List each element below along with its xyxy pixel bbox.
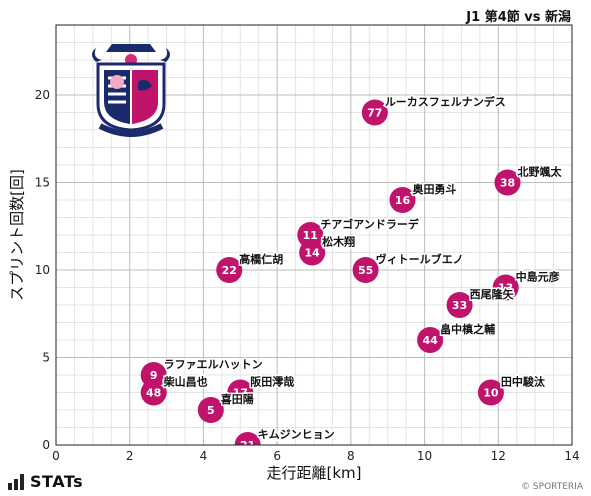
point-number-label: 14: [305, 247, 321, 260]
x-tick-label: 0: [52, 449, 60, 463]
point-number-label: 9: [150, 369, 158, 382]
point-number-label: 17: [233, 387, 248, 400]
point-name-label: キムジンヒョン: [258, 428, 335, 441]
bar-chart-icon: [8, 473, 24, 490]
point-number-label: 22: [222, 264, 237, 277]
y-axis-label: スプリント回数[回]: [8, 169, 26, 301]
point-name-label: 高橋仁胡: [239, 252, 283, 266]
point-marker: [227, 379, 254, 406]
point-number-label: 44: [422, 334, 438, 347]
plot-frame: [55, 24, 573, 446]
point-marker: [299, 239, 326, 266]
y-tick-label: 10: [35, 263, 50, 277]
point-marker: [446, 292, 473, 318]
stats-brand: STATs: [8, 472, 83, 491]
point-marker: [234, 432, 261, 445]
point-marker: [197, 397, 224, 423]
point-number-label: 38: [500, 177, 515, 190]
point-marker: [492, 274, 519, 301]
copyright-credit: © SPORTERIA: [521, 482, 583, 492]
point-name-label: ルーカスフェルナンデス: [385, 95, 506, 109]
point-name-label: 柴山昌也: [163, 375, 208, 389]
point-name-label: 喜田陽: [221, 392, 254, 406]
point-name-label: チアゴアンドラーデ: [320, 217, 420, 231]
x-tick-label: 14: [564, 449, 579, 463]
point-number-label: 13: [498, 282, 513, 295]
point-name-label: 北野颯太: [518, 165, 563, 179]
point-marker: [140, 379, 167, 406]
point-marker: [494, 169, 521, 196]
point-marker: [389, 187, 416, 213]
x-tick-label: 10: [417, 449, 432, 463]
point-number-label: 55: [358, 264, 373, 277]
x-tick-label: 4: [200, 449, 208, 463]
player-point: 5 喜田陽: [197, 391, 255, 423]
point-number-label: 21: [240, 439, 255, 452]
point-name-label: ラファエルハットン: [164, 358, 263, 371]
x-tick-label: 6: [273, 449, 281, 463]
x-tick-label: 8: [347, 449, 355, 463]
point-name-label: 畠中槙之輔: [440, 322, 495, 336]
y-axis-ticks: 0 5 10 15 20: [35, 88, 50, 452]
brand-name: STATs: [30, 472, 84, 491]
x-tick-label: 12: [491, 449, 506, 463]
x-tick-label: 2: [126, 449, 134, 463]
point-marker: [417, 327, 444, 353]
x-axis-label: 走行距離[km]: [266, 464, 361, 482]
point-name-label: ヴィトールブエノ: [376, 252, 464, 266]
x-axis-ticks: 0 2 4 6 8 10 12 14: [52, 449, 579, 463]
point-name-label: 西尾隆矢: [470, 287, 515, 301]
y-tick-label: 15: [35, 176, 50, 190]
point-number-label: 11: [303, 229, 318, 242]
point-marker: [352, 257, 379, 283]
point-marker: [216, 257, 243, 283]
point-name-label: 田中駿汰: [501, 375, 546, 389]
point-name-label: 阪田澪哉: [250, 375, 294, 389]
y-tick-label: 0: [42, 438, 50, 452]
point-marker: [361, 99, 388, 126]
y-tick-label: 20: [35, 88, 50, 102]
club-emblem: [92, 44, 170, 137]
point-marker: [477, 379, 504, 406]
point-number-label: 33: [452, 299, 467, 312]
point-name-label: 松木翔: [322, 235, 355, 249]
point-number-label: 10: [483, 387, 499, 400]
point-number-label: 5: [207, 404, 215, 417]
point-name-label: 奥田勇斗: [411, 182, 456, 196]
point-number-label: 77: [367, 107, 382, 120]
point-name-label: 中島元彦: [516, 270, 560, 284]
player-point: 9 ラファエルハットン: [140, 357, 264, 388]
y-tick-label: 5: [42, 351, 50, 365]
point-number-label: 48: [146, 387, 161, 400]
match-title: J1 第4節 vs 新潟: [466, 10, 571, 25]
point-number-label: 16: [395, 194, 411, 207]
